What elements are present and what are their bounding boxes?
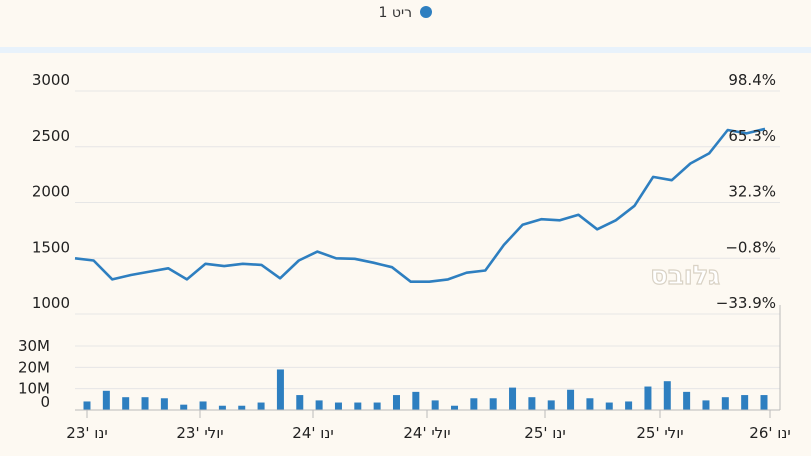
volume-bar (102, 390, 110, 410)
percent-axis-right: 98.4% 65.3% 32.3% −0.8% −33.9% (716, 71, 776, 312)
volume-bar (334, 402, 342, 410)
price-tick-label: 1500 (32, 238, 70, 256)
watermark-logo: גלובס (650, 261, 720, 291)
price-tick-label: 3000 (32, 71, 70, 89)
price-tick-label: 2000 (32, 183, 70, 201)
volume-bar (83, 401, 91, 410)
volume-bar (489, 398, 497, 410)
x-tick-label: יולי '23 (176, 424, 223, 442)
volume-bar (663, 381, 671, 410)
volume-bar (276, 369, 284, 410)
legend[interactable]: ריט 1 (0, 5, 811, 21)
volume-bar (199, 401, 207, 410)
volume-bar (547, 400, 555, 410)
percent-tick-label: −0.8% (725, 238, 776, 256)
volume-bar (122, 397, 130, 410)
volume-bar (509, 387, 517, 410)
volume-bar (373, 402, 381, 410)
volume-bar (160, 398, 168, 410)
price-tick-label: 1000 (32, 294, 70, 312)
volume-tick-label: 0 (40, 393, 50, 411)
volume-bar (354, 402, 362, 410)
percent-tick-label: 65.3% (728, 127, 776, 145)
percent-tick-label: −33.9% (716, 294, 776, 312)
price-tick-label: 2500 (32, 127, 70, 145)
volume-bar (721, 397, 729, 410)
volume-tick-label: 10M (18, 380, 50, 398)
volume-bar (741, 395, 749, 410)
volume-tick-label: 30M (18, 337, 50, 355)
volume-bar (605, 402, 613, 410)
x-tick-label: ינו '23 (66, 424, 107, 442)
volume-bar (470, 398, 478, 410)
volume-bar (296, 395, 304, 410)
legend-marker-icon (420, 6, 433, 18)
legend-label: ריט 1 (378, 5, 413, 21)
price-axis-left: 3000 2500 2000 1500 1000 (32, 71, 70, 312)
percent-tick-label: 98.4% (728, 71, 776, 89)
volume-bar (257, 402, 265, 410)
volume-bar (625, 401, 633, 410)
volume-bar (141, 397, 149, 410)
volume-bar (431, 400, 439, 410)
volume-bar (238, 405, 246, 410)
x-tick-label: ינו '25 (524, 424, 565, 442)
x-tick-label: ינו '26 (749, 424, 790, 442)
price-line (74, 127, 766, 283)
volume-bar (586, 398, 594, 410)
volume-bar (567, 389, 575, 410)
volume-bar (644, 386, 652, 410)
percent-tick-label: 32.3% (728, 183, 776, 201)
x-tick-label: ינו '24 (292, 424, 333, 442)
volume-bar (702, 400, 710, 410)
volume-bar (180, 404, 188, 410)
volume-bar (683, 391, 691, 410)
volume-bar (315, 400, 323, 410)
x-tick-label: יולי '24 (403, 424, 450, 442)
volume-bar (760, 395, 768, 410)
volume-bar (412, 391, 420, 410)
volume-bar (218, 405, 226, 410)
x-tick-label: יולי '25 (636, 424, 683, 442)
volume-bar (392, 395, 400, 410)
divider (0, 47, 811, 53)
volume-bar (451, 405, 459, 410)
volume-bars (83, 369, 768, 410)
volume-tick-label: 20M (18, 358, 50, 376)
volume-grid (75, 345, 780, 390)
x-axis-ticks: ינו '23 יולי '23 ינו '24 יולי '24 ינו '25 יול… (66, 410, 791, 442)
price-grid (75, 90, 780, 315)
volume-bar (528, 397, 536, 410)
